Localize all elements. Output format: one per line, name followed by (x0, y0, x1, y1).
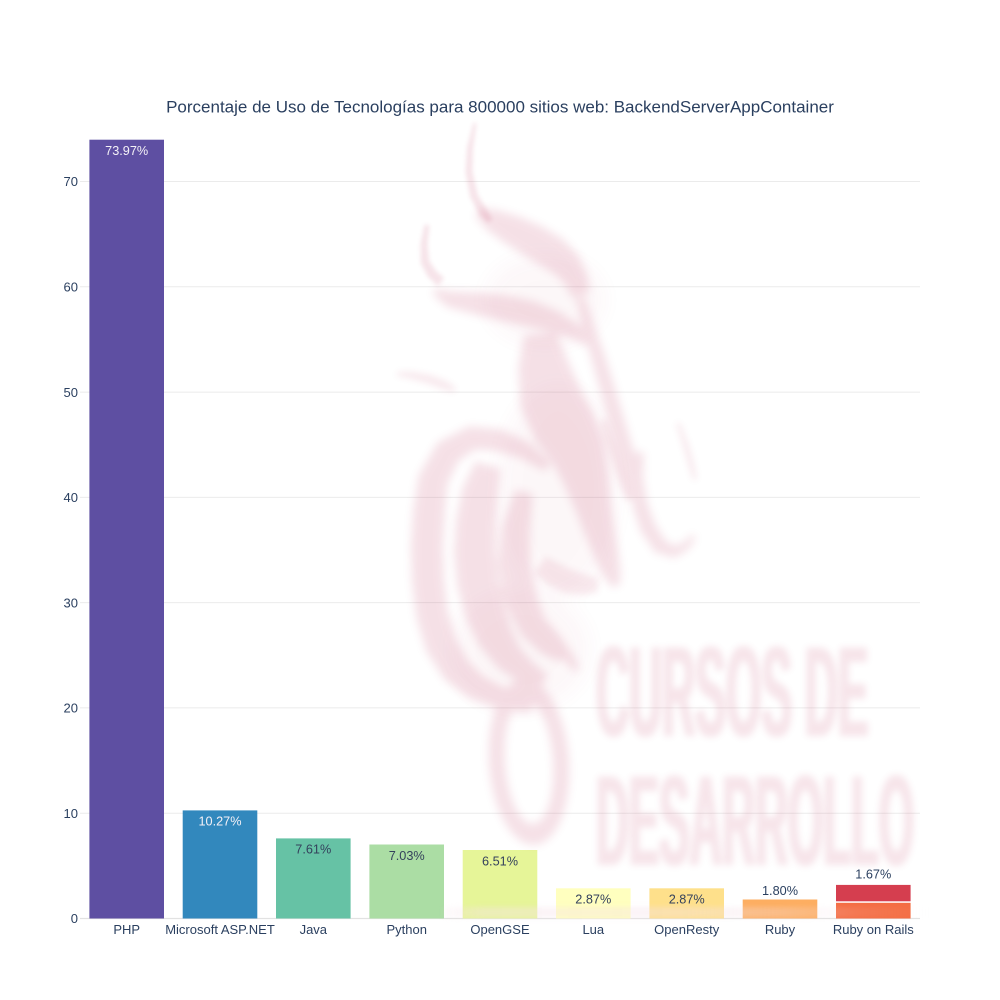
svg-text:50: 50 (64, 385, 78, 400)
svg-text:Python: Python (386, 922, 426, 937)
svg-text:10: 10 (64, 806, 78, 821)
svg-text:Lua: Lua (582, 922, 604, 937)
svg-text:Microsoft ASP.NET: Microsoft ASP.NET (165, 922, 275, 937)
svg-text:CURSOS DE: CURSOS DE (596, 621, 868, 763)
svg-text:DESARROLLO: DESARROLLO (595, 750, 913, 893)
svg-text:CURSOS DE: CURSOS DE (595, 621, 867, 763)
svg-text:1.80%: 1.80% (762, 884, 798, 898)
svg-text:Java: Java (300, 922, 328, 937)
svg-text:0: 0 (71, 911, 78, 926)
svg-text:CURSOS DE: CURSOS DE (597, 621, 869, 763)
svg-text:30: 30 (64, 595, 78, 610)
svg-text:73.97%: 73.97% (105, 144, 148, 158)
svg-text:DESARROLLO: DESARROLLO (596, 750, 914, 893)
svg-text:70: 70 (64, 174, 78, 189)
svg-text:PHP: PHP (113, 922, 140, 937)
svg-text:DESARROLLO: DESARROLLO (597, 750, 915, 893)
svg-text:OpenResty: OpenResty (654, 922, 720, 937)
svg-text:7.61%: 7.61% (295, 843, 331, 857)
svg-text:1.67%: 1.67% (855, 868, 891, 882)
svg-text:6.51%: 6.51% (482, 854, 518, 868)
svg-text:Ruby on Rails: Ruby on Rails (833, 922, 914, 937)
svg-text:20: 20 (64, 701, 78, 716)
svg-text:2.87%: 2.87% (575, 893, 611, 907)
svg-text:60: 60 (64, 280, 78, 295)
svg-text:Ruby: Ruby (765, 922, 796, 937)
svg-text:40: 40 (64, 490, 78, 505)
svg-text:Porcentaje de Uso de Tecnologí: Porcentaje de Uso de Tecnologías para 80… (166, 98, 834, 117)
svg-text:2.87%: 2.87% (669, 893, 705, 907)
svg-text:7.03%: 7.03% (389, 849, 425, 863)
svg-text:OpenGSE: OpenGSE (470, 922, 530, 937)
svg-text:10.27%: 10.27% (198, 815, 241, 829)
